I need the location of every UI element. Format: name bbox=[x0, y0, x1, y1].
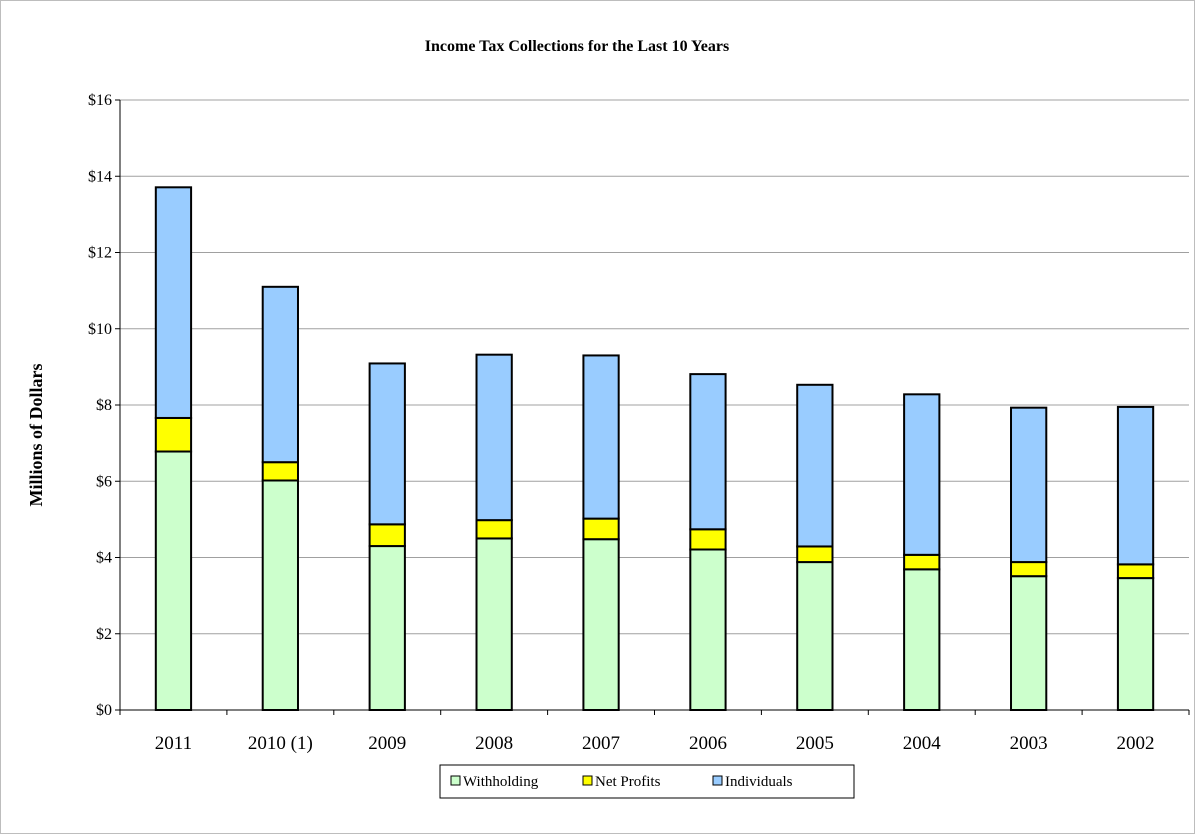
bar-individuals bbox=[368, 362, 406, 526]
x-tick-label: 2005 bbox=[796, 733, 834, 754]
y-tick-label: $10 bbox=[88, 321, 112, 338]
y-tick-label: $4 bbox=[96, 550, 112, 567]
legend-swatch bbox=[582, 775, 593, 786]
bar-net-profits bbox=[1010, 561, 1048, 578]
bar-net-profits bbox=[796, 545, 834, 564]
y-tick-label: $8 bbox=[96, 397, 112, 414]
bar-individuals bbox=[903, 393, 941, 556]
bar-individuals bbox=[261, 285, 299, 464]
bar-individuals bbox=[796, 383, 834, 548]
bar-withholding bbox=[368, 545, 406, 711]
y-tick-label: $2 bbox=[96, 626, 112, 643]
bar-withholding bbox=[689, 548, 727, 712]
chart-title: Income Tax Collections for the Last 10 Y… bbox=[425, 38, 729, 55]
bar-net-profits bbox=[475, 519, 513, 540]
bar-net-profits bbox=[582, 517, 620, 541]
bar-individuals bbox=[1116, 405, 1155, 566]
bar-individuals bbox=[689, 373, 727, 531]
bar-withholding bbox=[903, 568, 941, 711]
x-tick-label: 2006 bbox=[689, 733, 727, 754]
bar-individuals bbox=[154, 186, 193, 419]
bars bbox=[154, 186, 1155, 712]
bar-net-profits bbox=[903, 553, 941, 571]
x-tick-label: 2002 bbox=[1117, 733, 1155, 754]
y-tick-label: $16 bbox=[88, 92, 112, 109]
y-tick-label: $12 bbox=[88, 245, 112, 262]
bar-net-profits bbox=[261, 461, 299, 482]
y-tick-label: $0 bbox=[96, 702, 112, 719]
y-tick-label: $14 bbox=[88, 168, 112, 185]
x-tick-labels: 2011 2010 (1) 2009 2008 2007 2006 2005 2004 2003… bbox=[119, 710, 1190, 754]
x-tick-label: 2007 bbox=[582, 733, 620, 754]
bar-net-profits bbox=[689, 528, 727, 551]
bar-individuals bbox=[475, 353, 513, 522]
bar-withholding bbox=[475, 537, 513, 711]
legend-label: Individuals bbox=[725, 774, 793, 790]
bar-withholding bbox=[796, 561, 834, 712]
x-tick-label: 2004 bbox=[903, 733, 942, 754]
x-tick-label: 2008 bbox=[475, 733, 513, 754]
x-tick-label: 2003 bbox=[1010, 733, 1048, 754]
bar-withholding bbox=[154, 450, 193, 711]
legend-swatch bbox=[712, 775, 723, 786]
bar-withholding bbox=[1116, 577, 1155, 712]
y-axis-label: Millions of Dollars bbox=[26, 364, 46, 507]
bar-net-profits bbox=[1116, 563, 1155, 580]
legend-box bbox=[439, 764, 855, 799]
legend-swatch bbox=[450, 775, 461, 786]
bar-withholding bbox=[582, 538, 620, 712]
bar-individuals bbox=[1010, 406, 1048, 564]
bar-net-profits bbox=[368, 523, 406, 548]
bar-withholding bbox=[1010, 575, 1048, 712]
legend: Withholding Net Profits Individuals bbox=[439, 764, 855, 799]
x-tick-label: 2010 (1) bbox=[248, 733, 313, 754]
y-tick-labels: $0 $2 $4 $6 $8 $10 $12 $14 $16 bbox=[88, 92, 120, 719]
legend-label: Withholding bbox=[463, 774, 539, 790]
legend-label: Net Profits bbox=[595, 774, 661, 790]
bar-individuals bbox=[582, 354, 620, 520]
x-tick-label: 2011 bbox=[155, 733, 192, 754]
bar-net-profits bbox=[154, 416, 193, 453]
x-tick-label: 2009 bbox=[368, 733, 406, 754]
y-tick-label: $6 bbox=[96, 473, 112, 490]
bar-withholding bbox=[261, 479, 299, 711]
